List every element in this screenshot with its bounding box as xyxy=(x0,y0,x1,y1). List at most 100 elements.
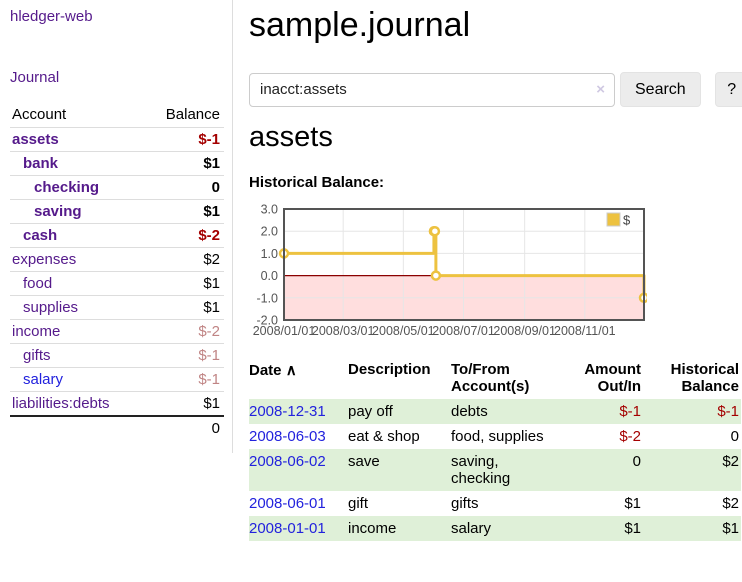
transaction-date-cell: 2008-01-01 xyxy=(249,516,348,541)
clear-search-icon[interactable]: × xyxy=(596,80,605,98)
page-title: sample.journal xyxy=(249,6,471,44)
transaction-balance-cell: $2 xyxy=(722,453,739,470)
register-header-accounts: To/From Account(s) xyxy=(451,361,530,395)
chart-title: Historical Balance: xyxy=(249,174,385,191)
search-input-wrap: × xyxy=(249,72,615,107)
sidebar-item-journal[interactable]: Journal xyxy=(10,69,60,86)
account-balance: $2 xyxy=(144,247,224,272)
y-tick-label: 2.0 xyxy=(261,225,278,239)
account-name-cell: bank xyxy=(10,151,145,176)
x-tick-label: 2008/09/01 xyxy=(493,324,556,338)
accounts-total-row: 0 xyxy=(10,415,224,440)
register-header-amount: Amount Out/In xyxy=(584,361,641,395)
account-heading: assets xyxy=(249,121,333,153)
legend-swatch xyxy=(606,212,621,227)
accounts-total-value: 0 xyxy=(144,415,224,440)
account-balance: $-1 xyxy=(144,127,224,152)
account-name-cell: checking xyxy=(10,175,145,200)
account-name-cell: saving xyxy=(10,199,145,224)
account-balance: $-2 xyxy=(144,223,224,248)
search-button[interactable]: Search xyxy=(620,72,701,107)
x-tick-label: 2008/01/01 xyxy=(253,324,316,338)
y-tick-label: 0.0 xyxy=(261,269,278,283)
transaction-date-link[interactable]: 2008-06-02 xyxy=(249,453,326,470)
account-balance: $1 xyxy=(144,199,224,224)
account-link-liabilities-debts[interactable]: liabilities:debts xyxy=(12,395,110,412)
transaction-accounts-cell: gifts xyxy=(451,495,479,512)
transaction-date-link[interactable]: 2008-12-31 xyxy=(249,403,326,420)
account-link-bank[interactable]: bank xyxy=(23,155,59,172)
account-link-saving[interactable]: saving xyxy=(34,203,82,220)
plot-border xyxy=(283,208,645,321)
account-name-cell: liabilities:debts xyxy=(10,391,145,416)
account-row: gifts $-1 xyxy=(10,343,224,368)
account-link-expenses[interactable]: expenses xyxy=(12,251,77,268)
account-name-cell: supplies xyxy=(10,295,145,320)
transaction-date-cell: 2008-06-03 xyxy=(249,424,348,449)
account-balance: $1 xyxy=(144,391,224,416)
account-link-salary[interactable]: salary xyxy=(23,371,64,388)
account-balance: $-1 xyxy=(144,343,224,368)
x-tick-label: 2008/03/01 xyxy=(312,324,375,338)
transaction-date-cell: 2008-06-02 xyxy=(249,449,348,491)
transaction-amount-cell: $-1 xyxy=(619,403,641,420)
register-header-date[interactable]: Date ∧ xyxy=(249,357,348,399)
account-row: expenses $2 xyxy=(10,247,224,272)
date-header-label: Date xyxy=(249,362,282,379)
account-link-food[interactable]: food xyxy=(23,275,53,292)
account-name-cell: food xyxy=(10,271,145,296)
account-link-supplies[interactable]: supplies xyxy=(23,299,79,316)
account-row: food $1 xyxy=(10,271,224,296)
account-name-cell: cash xyxy=(10,223,145,248)
transaction-date-link[interactable]: 2008-06-01 xyxy=(249,495,326,512)
accounts-header-balance: Balance xyxy=(165,106,220,123)
account-balance: $1 xyxy=(144,295,224,320)
account-row: assets $-1 xyxy=(10,127,224,152)
accounts-header-row: Account Balance xyxy=(10,102,224,128)
account-row: cash $-2 xyxy=(10,223,224,248)
transaction-accounts-cell: saving, checking xyxy=(451,453,511,487)
search-form: × Search ? xyxy=(249,72,742,107)
transaction-date-cell: 2008-12-31 xyxy=(249,399,348,424)
account-link-checking[interactable]: checking xyxy=(34,179,100,196)
account-balance: $1 xyxy=(144,151,224,176)
transaction-accounts-cell: food, supplies xyxy=(451,428,544,445)
account-link-assets[interactable]: assets xyxy=(12,131,59,148)
account-balance: $-1 xyxy=(144,367,224,392)
transaction-balance-cell: $2 xyxy=(722,495,739,512)
transaction-description-cell: gift xyxy=(348,495,369,512)
y-tick-label: 3.0 xyxy=(261,203,278,217)
historical-balance-chart: 3.0 2.0 1.0 0.0 -1.0 -2.02008/01/012008/03/01… xyxy=(253,203,647,338)
x-tick-label: 2008/11/01 xyxy=(554,324,616,338)
accounts-table: Account Balance assets $-1 bank $1 checking 0… xyxy=(10,102,224,440)
transaction-date-link[interactable]: 2008-06-03 xyxy=(249,428,326,445)
account-row: checking 0 xyxy=(10,175,224,200)
transaction-date-cell: 2008-06-01 xyxy=(249,491,348,516)
x-tick-label: 2008/05/01 xyxy=(372,324,435,338)
transaction-description-cell: save xyxy=(348,453,380,470)
account-balance: $1 xyxy=(144,271,224,296)
register-header-row: Date ∧ Description To/From Account(s) Am… xyxy=(249,357,741,399)
transaction-balance-cell: $1 xyxy=(722,520,739,537)
transaction-date-link[interactable]: 2008-01-01 xyxy=(249,520,326,537)
transaction-balance-cell: 0 xyxy=(730,428,739,445)
account-name-cell: assets xyxy=(10,127,145,152)
account-name-cell: salary xyxy=(10,367,145,392)
register-row: 2008-06-03 eat & shop food, supplies $-2 0 xyxy=(249,424,741,449)
app-title-link[interactable]: hledger-web xyxy=(10,8,93,25)
account-link-income[interactable]: income xyxy=(12,323,61,340)
legend-label: $ xyxy=(623,213,631,228)
account-balance: 0 xyxy=(144,175,224,200)
search-input[interactable] xyxy=(249,72,615,107)
account-row: bank $1 xyxy=(10,151,224,176)
y-tick-label: 1.0 xyxy=(261,247,278,261)
register-row: 2008-01-01 income salary $1 $1 xyxy=(249,516,741,541)
data-point-marker xyxy=(430,270,442,281)
transaction-description-cell: pay off xyxy=(348,403,393,420)
accounts-header-account: Account xyxy=(12,106,67,123)
account-link-cash[interactable]: cash xyxy=(23,227,58,244)
transaction-amount-cell: $1 xyxy=(624,495,641,512)
help-button[interactable]: ? xyxy=(714,72,742,107)
account-link-gifts[interactable]: gifts xyxy=(23,347,51,364)
account-balance: $-2 xyxy=(144,319,224,344)
